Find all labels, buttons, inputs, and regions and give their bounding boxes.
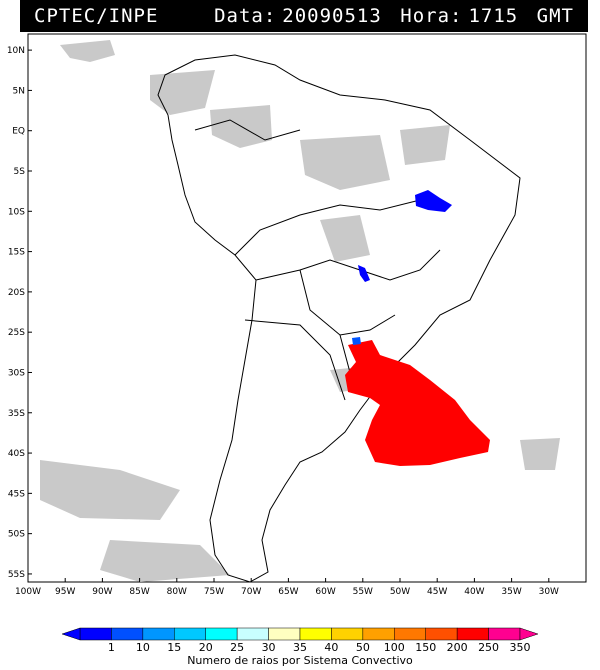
cloud-patch xyxy=(300,135,390,190)
lat-tick-label: 50S xyxy=(8,530,25,540)
legend-swatch xyxy=(362,627,395,641)
storm-cell-high xyxy=(345,340,490,466)
storm-cell-low xyxy=(358,265,370,282)
legend-swatch xyxy=(394,627,426,641)
lon-tick-label: 75W xyxy=(204,587,224,597)
legend-swatch xyxy=(174,627,206,641)
date-label: Data: xyxy=(214,5,277,27)
legend-swatch xyxy=(111,627,144,641)
convective-systems xyxy=(345,190,490,466)
legend-tick-labels: 1 10 15 20 25 30 35 40 50 100 150 200 250 350 xyxy=(108,641,531,654)
legend-swatch xyxy=(79,627,112,641)
lon-tick-label: 30W xyxy=(539,587,559,597)
legend-tick-label: 25 xyxy=(230,641,244,654)
lat-tick-label: 20S xyxy=(8,288,25,298)
legend-colorbar xyxy=(61,627,539,641)
cloud-patch xyxy=(150,70,215,115)
lon-tick-label: 70W xyxy=(241,587,261,597)
cloud-patch xyxy=(60,40,115,62)
cloud-patch xyxy=(320,215,370,262)
date-value: 20090513 xyxy=(282,5,382,27)
source-label: CPTEC/INPE xyxy=(34,5,159,27)
lon-tick-label: 55W xyxy=(353,587,373,597)
lon-tick-label: 45W xyxy=(427,587,447,597)
legend-tick-label: 15 xyxy=(167,641,181,654)
lon-tick-label: 35W xyxy=(501,587,521,597)
cloud-patch xyxy=(100,540,230,582)
legend-tick-label: 150 xyxy=(415,641,436,654)
title-bar: CPTEC/INPE Data: 20090513 Hora: 1715 GMT xyxy=(20,0,588,32)
legend-tick-label: 100 xyxy=(384,641,405,654)
lat-tick-label: 45S xyxy=(8,489,25,499)
time-value: 1715 xyxy=(468,5,519,27)
time-label: Hora: xyxy=(400,5,463,27)
lon-tick-label: 100W xyxy=(15,587,41,597)
lat-tick-label: 15S xyxy=(8,248,25,258)
legend-tick-label: 200 xyxy=(447,641,468,654)
legend-tick-label: 30 xyxy=(262,641,276,654)
country-border xyxy=(194,119,301,141)
country-border xyxy=(234,199,421,256)
lon-tick-label: 60W xyxy=(315,587,335,597)
legend-tick-label: 250 xyxy=(478,641,499,654)
cloud-patch xyxy=(400,125,450,165)
legend-swatch xyxy=(205,627,238,641)
timestamp: Data: 20090513 Hora: 1715 GMT xyxy=(208,5,574,27)
lat-tick-label: 10S xyxy=(8,207,25,217)
lat-tick-label: EQ xyxy=(12,127,25,137)
storm-cell-mid xyxy=(352,337,361,345)
lat-tick-label: 55S xyxy=(8,570,25,580)
legend-swatch xyxy=(236,627,269,641)
south-america-outline xyxy=(157,54,521,583)
legend-tick-label: 10 xyxy=(136,641,150,654)
legend-tick-label: 350 xyxy=(510,641,531,654)
legend-tick-label: 40 xyxy=(324,641,338,654)
cloud-patch xyxy=(40,460,180,520)
lat-tick-label: 40S xyxy=(8,449,25,459)
lightning-map: 10N5NEQ5S10S15S20S25S30S35S40S45S50S55S … xyxy=(7,33,587,597)
longitude-axis: 100W 95W 90W 85W 80W 75W 70W 65W 60W 55W 50W 45W 40W… xyxy=(15,578,559,597)
legend-arrow-left xyxy=(61,627,81,641)
legend-tick-label: 50 xyxy=(356,641,370,654)
lat-tick-label: 10N xyxy=(7,46,25,56)
lon-tick-label: 95W xyxy=(55,587,75,597)
lon-tick-label: 85W xyxy=(129,587,149,597)
lon-tick-label: 50W xyxy=(390,587,410,597)
legend-swatch xyxy=(299,627,332,641)
lon-tick-label: 90W xyxy=(92,587,112,597)
storm-cell-low xyxy=(415,190,452,212)
lat-tick-label: 30S xyxy=(8,368,25,378)
legend-tick-label: 20 xyxy=(199,641,213,654)
lat-tick-label: 35S xyxy=(8,409,25,419)
legend-title: Numero de raios por Sistema Convectivo xyxy=(187,654,413,667)
legend-tick-label: 35 xyxy=(293,641,307,654)
legend-swatch xyxy=(425,627,458,641)
color-legend: 1 10 15 20 25 30 35 40 50 100 150 200 250 350 xyxy=(61,627,539,654)
lon-tick-label: 65W xyxy=(278,587,298,597)
legend-swatch xyxy=(331,627,364,641)
legend-swatch xyxy=(456,627,489,641)
legend-arrow-right xyxy=(519,627,539,641)
latitude-axis: 10N 5N EQ 5S 10S 15S 20S 25S 30S 35S 40S 45S 50S 55S xyxy=(7,46,32,580)
lat-tick-label: 5S xyxy=(14,167,26,177)
lon-tick-label: 40W xyxy=(464,587,484,597)
lon-tick-label: 80W xyxy=(167,587,187,597)
legend-swatch xyxy=(268,627,301,641)
lat-tick-label: 25S xyxy=(8,328,25,338)
lat-tick-label: 5N xyxy=(13,86,25,96)
legend-tick-label: 1 xyxy=(108,641,115,654)
legend-swatch xyxy=(488,627,521,641)
cloud-patch xyxy=(520,438,560,470)
time-zone: GMT xyxy=(536,5,574,27)
country-border xyxy=(244,319,346,401)
legend-swatch xyxy=(142,627,175,641)
coastline xyxy=(157,54,521,583)
